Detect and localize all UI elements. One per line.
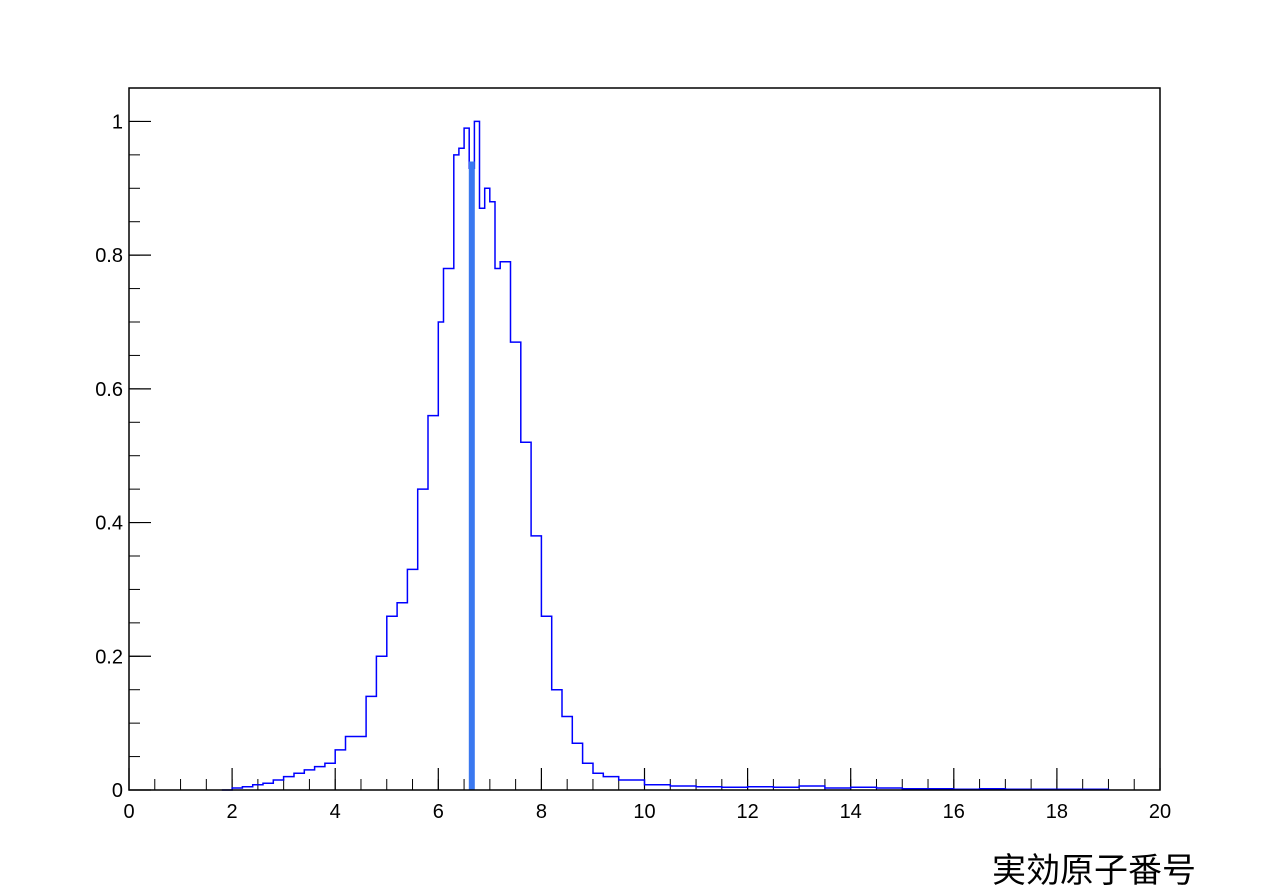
y-tick-label: 0 [112,780,123,802]
x-tick-label: 14 [840,801,862,823]
x-tick-label: 8 [536,801,547,823]
y-axis-ticks: 0 0.2 0.4 0.6 0.8 1 [95,111,151,802]
x-tick-label: 20 [1149,801,1171,823]
x-tick-label: 6 [433,801,444,823]
x-tick-label: 0 [123,801,134,823]
y-tick-label: 0.2 [95,646,123,668]
y-tick-label: 0.4 [95,513,123,535]
x-tick-label: 16 [943,801,965,823]
plot-frame [128,87,1161,791]
y-tick-label: 0.8 [95,245,123,267]
x-axis-ticks: 0 2 4 6 8 10 12 14 16 18 20 [123,768,1171,823]
y-tick-label: 1 [112,111,123,133]
x-tick-label: 4 [330,801,341,823]
x-tick-label: 10 [633,801,655,823]
x-tick-label: 12 [736,801,758,823]
x-tick-label: 2 [227,801,238,823]
x-axis-title: 実効原子番号 [992,851,1196,891]
distribution-line [221,120,1110,791]
y-tick-label: 0.6 [95,379,123,401]
x-tick-label: 18 [1046,801,1068,823]
y-minor-ticks [129,87,140,791]
